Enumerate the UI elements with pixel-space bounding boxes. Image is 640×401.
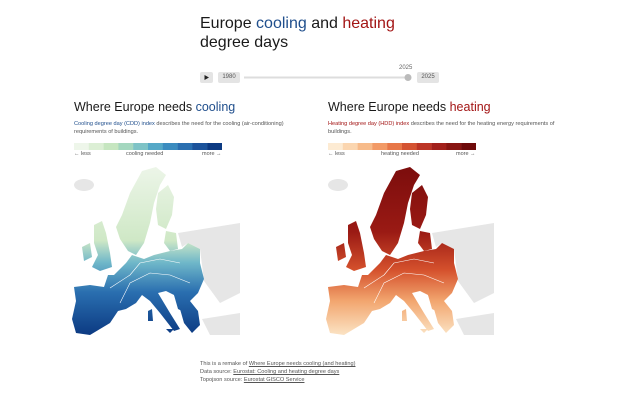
description-text: describes the need for the heating energ… — [328, 121, 555, 135]
play-button[interactable] — [200, 72, 213, 83]
title-text: Europe — [200, 15, 257, 32]
panel-heading: Where Europe needs heating — [328, 100, 491, 114]
year-slider[interactable] — [243, 66, 415, 84]
panel-description: Cooling degree day (CDD) index describes… — [74, 121, 314, 136]
color-legend — [328, 143, 476, 150]
cooling-map — [71, 166, 241, 336]
description-text: describes the need for the cooling (air-… — [74, 121, 284, 135]
footer-line: This is a remake of Where Europe needs c… — [200, 360, 355, 368]
legend-label: cooling needed — [126, 151, 164, 157]
panel-description: Heating degree day (HDD) index describes… — [328, 121, 568, 136]
index-name: Cooling degree day (CDD) index — [74, 121, 155, 127]
title-text: and — [306, 15, 343, 32]
footer-text: Data source: — [200, 369, 234, 375]
legend-label: heating needed — [381, 151, 419, 157]
heading-highlight: cooling — [195, 100, 236, 114]
title-line: Europe cooling and heating — [200, 14, 395, 33]
title-heating: heating — [342, 15, 395, 32]
index-name: Heating degree day (HDD) index — [328, 121, 410, 127]
heading-text: Where Europe needs — [328, 100, 450, 114]
legend-less: ← less — [328, 151, 345, 157]
footer-line: Data source: Eurostat: Cooling and heati… — [200, 368, 355, 376]
play-icon — [204, 75, 209, 80]
color-legend — [74, 143, 222, 150]
legend-more: more → — [202, 151, 222, 157]
legend-more: more → — [456, 151, 476, 157]
footer-link[interactable]: Eurostat GISCO Service — [243, 377, 305, 383]
footer-text: This is a remake of — [200, 361, 249, 367]
footer-link[interactable]: Eurostat: Cooling and heating degree day… — [233, 369, 340, 375]
title-cooling: cooling — [256, 15, 307, 32]
title-text: degree days — [200, 34, 289, 51]
page-title: Europe cooling and heating degree days — [200, 14, 395, 52]
end-year: 2025 — [417, 72, 439, 83]
heading-highlight: heating — [449, 100, 491, 114]
current-year: 2025 — [399, 65, 413, 71]
footer-link[interactable]: Where Europe needs cooling (and heating) — [248, 361, 356, 367]
heading-text: Where Europe needs — [74, 100, 196, 114]
footer: This is a remake of Where Europe needs c… — [200, 360, 355, 384]
heating-map — [325, 166, 495, 336]
footer-line: Topojson source: Eurostat GISCO Service — [200, 376, 355, 384]
footer-text: Topojson source: — [200, 377, 244, 383]
legend-less: ← less — [74, 151, 91, 157]
start-year: 1980 — [218, 72, 240, 83]
slider-thumb[interactable] — [404, 74, 412, 81]
panel-heading: Where Europe needs cooling — [74, 100, 235, 114]
